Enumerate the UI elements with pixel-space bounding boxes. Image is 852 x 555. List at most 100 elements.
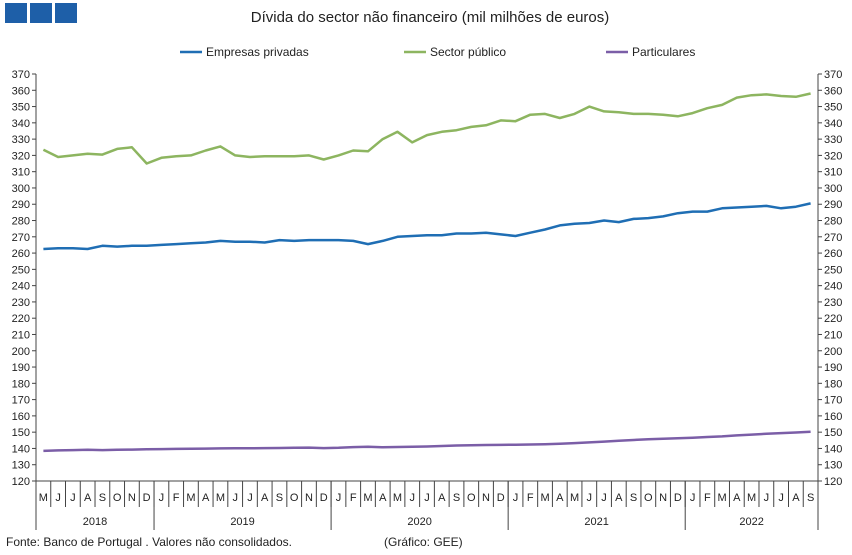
x-tick-label: A [438, 492, 446, 504]
y-tick-label: 280 [824, 216, 842, 228]
x-tick-label: O [113, 492, 122, 504]
chart-credit: (Gráfico: GEE) [384, 535, 463, 549]
chart-title: Dívida do sector não financeiro (mil mil… [251, 9, 610, 26]
x-tick-label: F [527, 492, 534, 504]
x-tick-label: N [482, 492, 490, 504]
x-tick-label: O [290, 492, 299, 504]
y-tick-label: 180 [824, 378, 842, 390]
x-tick-label: N [128, 492, 136, 504]
x-tick-label: A [261, 492, 269, 504]
y-tick-label: 170 [12, 395, 30, 407]
y-tick-label: 210 [824, 329, 842, 341]
legend-label: Sector público [430, 45, 506, 59]
x-tick-label: J [409, 492, 415, 504]
x-tick-label: M [393, 492, 402, 504]
logo-block [55, 3, 77, 23]
x-tick-label: A [202, 492, 210, 504]
x-tick-label: J [336, 492, 342, 504]
y-tick-label: 340 [824, 118, 842, 130]
y-tick-label: 160 [12, 411, 30, 423]
x-tick-label: O [467, 492, 476, 504]
y-tick-label: 270 [824, 232, 842, 244]
y-tick-label: 360 [824, 85, 842, 97]
y-tick-label: 200 [824, 346, 842, 358]
y-tick-label: 200 [12, 346, 30, 358]
y-tick-label: 280 [12, 216, 30, 228]
x-tick-label: M [39, 492, 48, 504]
series-line [43, 430, 811, 453]
y-tick-label: 160 [824, 411, 842, 423]
x-tick-label: S [807, 492, 814, 504]
x-tick-label: D [674, 492, 682, 504]
y-tick-label: 240 [12, 281, 30, 293]
x-tick-label: F [350, 492, 357, 504]
y-tick-label: 150 [824, 427, 842, 439]
y-tick-label: 310 [824, 167, 842, 179]
x-tick-label: J [601, 492, 607, 504]
logo-block [30, 3, 52, 23]
y-tick-label: 130 [12, 460, 30, 472]
x-tick-label: J [247, 492, 253, 504]
x-tick-label: A [792, 492, 800, 504]
y-tick-label: 250 [12, 264, 30, 276]
x-tick-label: M [570, 492, 579, 504]
y-tick-label: 260 [12, 248, 30, 260]
x-tick-label: J [513, 492, 519, 504]
y-tick-label: 350 [824, 102, 842, 114]
y-tick-label: 230 [12, 297, 30, 309]
x-tick-label: J [70, 492, 76, 504]
y-tick-label: 230 [824, 297, 842, 309]
y-tick-label: 140 [824, 443, 842, 455]
y-tick-label: 340 [12, 118, 30, 130]
x-tick-label: A [379, 492, 387, 504]
x-tick-label: D [497, 492, 505, 504]
x-tick-label: J [159, 492, 165, 504]
x-tick-label: M [747, 492, 756, 504]
y-tick-label: 140 [12, 443, 30, 455]
x-tick-label: J [778, 492, 784, 504]
x-tick-label: J [232, 492, 238, 504]
y-tick-label: 320 [824, 150, 842, 162]
x-tick-label: A [84, 492, 92, 504]
y-tick-label: 260 [824, 248, 842, 260]
x-tick-label: D [143, 492, 151, 504]
y-tick-label: 300 [824, 183, 842, 195]
x-tick-label: S [276, 492, 283, 504]
x-tick-label: M [540, 492, 549, 504]
legend-label: Particulares [632, 45, 695, 59]
y-tick-label: 220 [824, 313, 842, 325]
legend-label: Empresas privadas [206, 45, 309, 59]
x-tick-label: F [704, 492, 711, 504]
x-tick-label: F [173, 492, 180, 504]
y-tick-label: 210 [12, 329, 30, 341]
y-tick-label: 360 [12, 85, 30, 97]
x-tick-label: O [644, 492, 653, 504]
x-tick-label: S [630, 492, 637, 504]
y-tick-label: 120 [12, 476, 30, 488]
year-label: 2020 [407, 516, 431, 528]
x-tick-label: J [764, 492, 770, 504]
y-tick-label: 130 [824, 460, 842, 472]
x-tick-label: J [424, 492, 430, 504]
y-tick-label: 120 [824, 476, 842, 488]
x-tick-label: A [615, 492, 623, 504]
y-tick-label: 220 [12, 313, 30, 325]
y-tick-label: 370 [12, 69, 30, 81]
y-tick-label: 310 [12, 167, 30, 179]
year-label: 2018 [83, 516, 107, 528]
x-tick-label: A [556, 492, 564, 504]
y-tick-label: 290 [12, 199, 30, 211]
y-tick-label: 150 [12, 427, 30, 439]
x-tick-label: M [363, 492, 372, 504]
x-tick-label: N [305, 492, 313, 504]
source-note: Fonte: Banco de Portugal . Valores não c… [6, 535, 292, 549]
x-tick-label: M [718, 492, 727, 504]
year-label: 2021 [584, 516, 608, 528]
x-tick-label: D [320, 492, 328, 504]
x-tick-label: J [55, 492, 61, 504]
y-tick-label: 240 [824, 281, 842, 293]
y-tick-label: 180 [12, 378, 30, 390]
y-tick-label: 330 [12, 134, 30, 146]
x-tick-label: M [216, 492, 225, 504]
y-tick-label: 170 [824, 395, 842, 407]
